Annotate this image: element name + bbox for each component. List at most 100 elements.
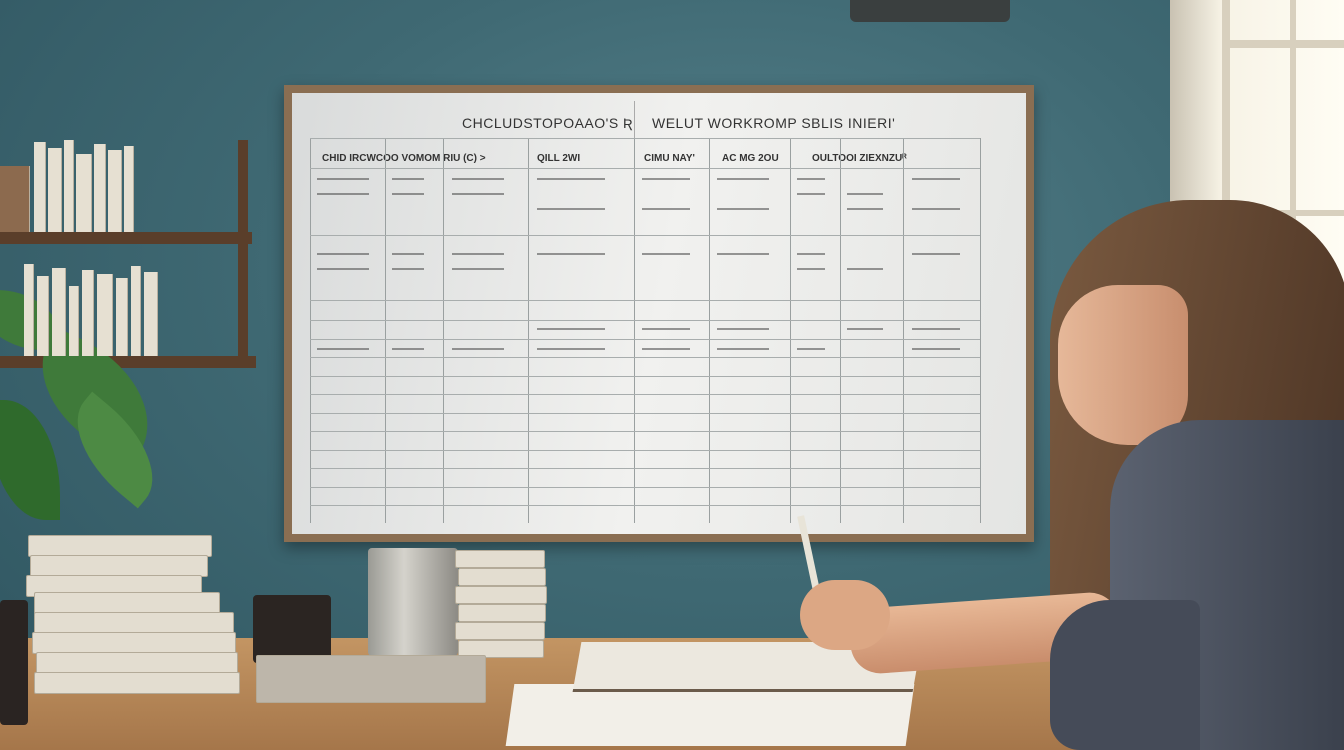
desk-book bbox=[34, 612, 234, 634]
grid-line bbox=[310, 375, 980, 377]
grid-line bbox=[310, 431, 980, 432]
window-frame bbox=[1222, 40, 1344, 48]
board-writing bbox=[717, 253, 769, 255]
book bbox=[144, 272, 158, 356]
book bbox=[34, 142, 46, 232]
board-writing bbox=[537, 328, 605, 330]
grid-line bbox=[310, 300, 980, 301]
board-writing bbox=[642, 253, 690, 255]
board-writing bbox=[452, 178, 504, 180]
wall-lamp bbox=[850, 0, 1010, 22]
book bbox=[124, 146, 134, 232]
book bbox=[94, 144, 106, 232]
book-box bbox=[0, 166, 30, 232]
book bbox=[37, 276, 49, 356]
desk-book bbox=[458, 640, 544, 658]
grid-line bbox=[310, 412, 980, 414]
desk-book bbox=[256, 655, 486, 703]
board-writing bbox=[537, 208, 605, 210]
book bbox=[52, 268, 66, 356]
grid-line bbox=[385, 138, 386, 523]
column-header: OULTOOI ZIEXNZUᴿ bbox=[812, 153, 907, 164]
board-writing bbox=[452, 348, 504, 350]
board-writing bbox=[537, 253, 605, 255]
grid-line bbox=[980, 138, 981, 523]
board-writing bbox=[452, 193, 504, 195]
board-writing bbox=[392, 268, 424, 270]
paper-sheet bbox=[505, 684, 915, 746]
grid-line bbox=[310, 505, 980, 506]
board-title-right: WELUT WORKROMP SBLIS INIERI' bbox=[652, 115, 896, 131]
grid-line bbox=[840, 138, 841, 523]
board-writing bbox=[642, 348, 690, 350]
divider bbox=[634, 101, 635, 141]
desk-book bbox=[455, 622, 545, 640]
board-writing bbox=[317, 348, 369, 350]
board-writing bbox=[847, 208, 883, 210]
grid-line bbox=[903, 138, 904, 523]
book bbox=[76, 154, 92, 232]
grid-line bbox=[634, 138, 635, 523]
grid-line bbox=[443, 138, 444, 523]
pencil-cup bbox=[368, 548, 458, 656]
board-writing bbox=[717, 328, 769, 330]
board-writing bbox=[317, 268, 369, 270]
book bbox=[69, 286, 79, 356]
board-writing bbox=[452, 253, 504, 255]
book bbox=[48, 148, 62, 232]
grid-line bbox=[528, 138, 529, 523]
grid-line bbox=[790, 138, 791, 523]
board-writing bbox=[847, 193, 883, 195]
board-writing bbox=[642, 328, 690, 330]
whiteboard-surface: CHCLUDSTOPOAAO'S Ʀ WELUT WORKROMP SBLIS … bbox=[292, 93, 1026, 534]
whiteboard: CHCLUDSTOPOAAO'S Ʀ WELUT WORKROMP SBLIS … bbox=[284, 85, 1034, 542]
desk-book bbox=[36, 652, 238, 674]
board-writing bbox=[912, 253, 960, 255]
desk-book bbox=[30, 555, 208, 577]
desk-book bbox=[458, 604, 546, 622]
book bbox=[108, 150, 122, 232]
book bbox=[131, 266, 141, 356]
column-header: CIMU NAY' bbox=[644, 153, 695, 164]
board-writing bbox=[797, 348, 825, 350]
grid-line bbox=[310, 486, 980, 488]
board-writing bbox=[717, 348, 769, 350]
book bbox=[24, 264, 34, 356]
book bbox=[82, 270, 94, 356]
board-writing bbox=[317, 178, 369, 180]
grid-line bbox=[310, 168, 980, 169]
bookshelf-top bbox=[0, 232, 252, 244]
bookshelf-side bbox=[238, 140, 248, 368]
board-writing bbox=[392, 348, 424, 350]
book bbox=[64, 140, 74, 232]
board-writing bbox=[392, 193, 424, 195]
board-writing bbox=[912, 208, 960, 210]
column-header: AC MG 2OU bbox=[722, 153, 779, 164]
column-header: QILL 2WI bbox=[537, 153, 581, 164]
column-header: CHID IRCWCOO VOMOM RIU (C) > bbox=[322, 153, 486, 164]
grid-line bbox=[310, 138, 980, 139]
desk-book bbox=[455, 586, 547, 604]
board-writing bbox=[847, 328, 883, 330]
board-writing bbox=[797, 253, 825, 255]
mug bbox=[253, 595, 331, 663]
grid-line bbox=[310, 235, 980, 236]
student-sleeve bbox=[1050, 600, 1200, 750]
board-title-left: CHCLUDSTOPOAAO'S Ʀ bbox=[462, 115, 633, 131]
grid-line bbox=[310, 357, 980, 358]
book bbox=[116, 278, 128, 356]
board-writing bbox=[642, 178, 690, 180]
grid-line bbox=[310, 138, 311, 523]
board-writing bbox=[912, 178, 960, 180]
board-writing bbox=[797, 193, 825, 195]
desk-book bbox=[32, 632, 236, 654]
desk-book bbox=[455, 550, 545, 568]
board-writing bbox=[912, 348, 960, 350]
board-writing bbox=[392, 178, 424, 180]
grid-line bbox=[310, 468, 980, 469]
board-writing bbox=[912, 328, 960, 330]
grid-line bbox=[310, 338, 980, 340]
board-writing bbox=[642, 208, 690, 210]
board-writing bbox=[797, 178, 825, 180]
desk-book bbox=[28, 535, 212, 557]
